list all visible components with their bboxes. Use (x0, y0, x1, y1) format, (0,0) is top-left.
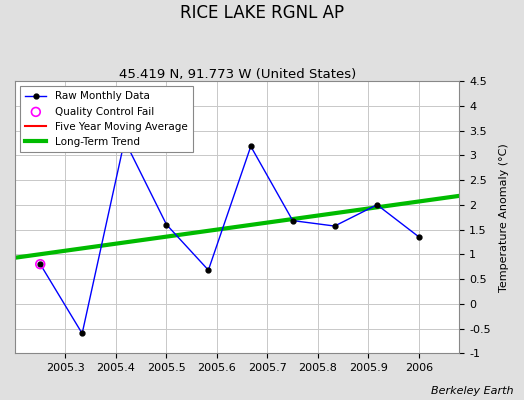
Raw Monthly Data (374, 202, 380, 207)
Raw Monthly Data (290, 218, 296, 223)
Raw Monthly Data (205, 268, 212, 272)
Raw Monthly Data (37, 262, 43, 266)
Text: RICE LAKE RGNL AP: RICE LAKE RGNL AP (180, 4, 344, 22)
Text: Berkeley Earth: Berkeley Earth (431, 386, 514, 396)
Quality Control Fail (36, 261, 45, 267)
Line: Raw Monthly Data: Raw Monthly Data (38, 138, 421, 336)
Raw Monthly Data (163, 222, 170, 227)
Raw Monthly Data (248, 144, 254, 149)
Raw Monthly Data (332, 224, 338, 228)
Raw Monthly Data (79, 331, 85, 336)
Y-axis label: Temperature Anomaly (°C): Temperature Anomaly (°C) (499, 143, 509, 292)
Legend: Raw Monthly Data, Quality Control Fail, Five Year Moving Average, Long-Term Tren: Raw Monthly Data, Quality Control Fail, … (20, 86, 192, 152)
Raw Monthly Data (122, 138, 128, 143)
Title: 45.419 N, 91.773 W (United States): 45.419 N, 91.773 W (United States) (118, 68, 356, 81)
Raw Monthly Data (416, 234, 422, 239)
